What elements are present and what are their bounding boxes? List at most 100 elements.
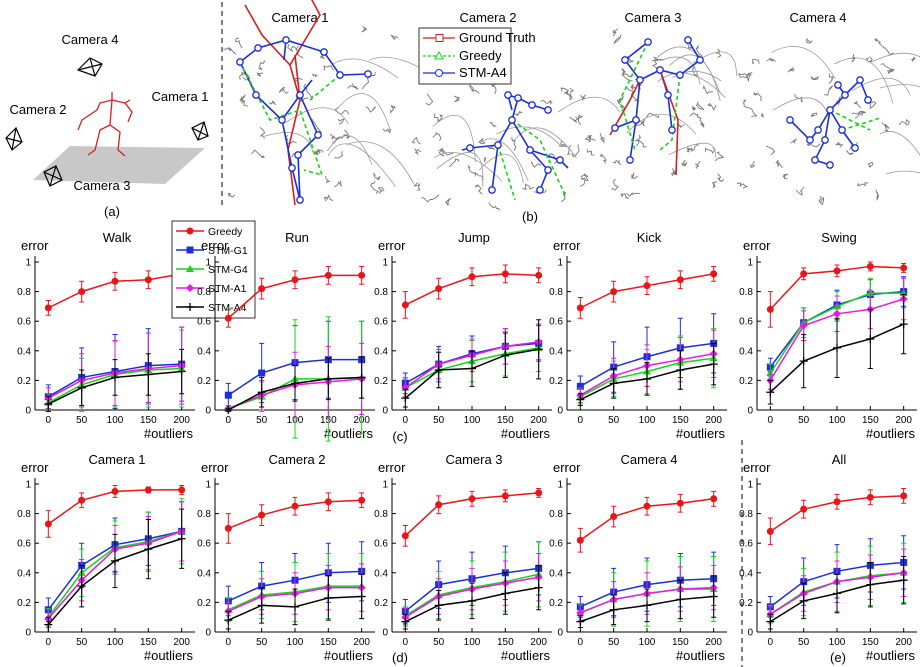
- trajectory: [569, 87, 575, 97]
- x-tick-label: 50: [256, 415, 268, 426]
- data-point: [576, 304, 584, 312]
- joint: [644, 38, 652, 46]
- data-point: [44, 520, 52, 528]
- trajectory: [856, 182, 869, 187]
- data-point: [357, 373, 366, 382]
- trajectory: [259, 126, 266, 139]
- joint: [611, 124, 619, 132]
- data-point: [899, 320, 908, 329]
- illustrations: Camera 4 Camera 2 Camera 1 Camera 3 (a) …: [5, 0, 920, 667]
- joint: [494, 141, 502, 149]
- data-point: [710, 495, 718, 503]
- x-tick-label: 200: [173, 637, 190, 648]
- trajectory: [479, 153, 524, 184]
- trajectory: [852, 77, 911, 96]
- joint: [504, 91, 512, 99]
- trajectory: [513, 127, 577, 159]
- trajectory: [264, 132, 314, 153]
- joint: [296, 196, 304, 204]
- camera-icons: [5, 57, 209, 187]
- trajectory: [571, 144, 580, 158]
- trajectory: [751, 58, 760, 65]
- legend-label: Ground Truth: [459, 30, 536, 45]
- y-tick-label: 0.6: [374, 317, 388, 328]
- data-point: [899, 576, 908, 585]
- data-point: [78, 496, 86, 504]
- trajectory: [711, 180, 718, 188]
- joint: [488, 186, 496, 194]
- data-point: [534, 583, 543, 592]
- trajectory: [659, 56, 701, 85]
- y-tick-label: 0.6: [549, 317, 563, 328]
- trajectory: [390, 105, 396, 114]
- x-tick-label: 50: [76, 415, 88, 426]
- trajectory: [540, 99, 553, 105]
- joint: [514, 94, 522, 102]
- x-axis-label: #outliers: [676, 426, 726, 441]
- trajectory: [749, 160, 756, 169]
- trajectory: [887, 68, 895, 75]
- trajectory: [835, 141, 844, 148]
- data-point: [535, 489, 543, 497]
- chart-title: Jump: [458, 230, 490, 245]
- trajectory: [334, 180, 342, 188]
- y-tick-label: 0.8: [374, 287, 388, 298]
- trajectory: [239, 94, 246, 104]
- joint: [668, 126, 676, 134]
- data-point: [900, 492, 908, 500]
- legend-marker: [435, 34, 444, 42]
- trajectory: [766, 57, 776, 62]
- trajectory: [235, 37, 243, 49]
- trajectory: [303, 83, 314, 99]
- trajectory: [612, 28, 619, 37]
- joint: [864, 96, 872, 104]
- data-point: [501, 270, 509, 278]
- trajectory: [599, 132, 605, 144]
- camera-label: Camera 4: [61, 32, 118, 47]
- y-tick-label: 0.6: [374, 539, 388, 550]
- joint: [556, 156, 564, 164]
- joint: [696, 56, 704, 64]
- legend-label: STM-G1: [208, 245, 248, 257]
- trajectory: [491, 82, 497, 95]
- chart-title: Kick: [637, 230, 662, 245]
- y-tick-label: 0.4: [549, 568, 563, 579]
- legend-marker: [186, 284, 194, 292]
- joint: [621, 56, 629, 64]
- trajectory: [806, 143, 821, 148]
- data-point: [357, 592, 366, 601]
- x-tick-label: 0: [768, 415, 774, 426]
- x-tick-label: 0: [768, 637, 774, 648]
- trajectory: [580, 173, 589, 178]
- x-tick-label: 150: [862, 415, 879, 426]
- trajectory: [324, 175, 331, 184]
- trajectory: [361, 26, 368, 33]
- y-tick-label: 1: [382, 480, 388, 491]
- joint: [636, 76, 644, 84]
- data-point: [144, 370, 153, 379]
- trajectory: [745, 72, 753, 78]
- trajectory: [879, 84, 920, 89]
- data-point: [799, 321, 808, 330]
- x-tick-label: 100: [829, 415, 846, 426]
- x-axis-label: #outliers: [501, 648, 551, 663]
- x-tick-label: 150: [140, 637, 157, 648]
- trajectory: [432, 132, 442, 141]
- joint: [806, 136, 814, 144]
- y-tick-label: 0: [747, 406, 753, 417]
- data-point: [144, 486, 152, 494]
- trajectory: [653, 46, 721, 94]
- trajectory: [475, 183, 483, 195]
- y-tick-label: 0.2: [197, 376, 211, 387]
- y-tick-label: 0.8: [549, 287, 563, 298]
- y-tick-label: 0: [382, 406, 388, 417]
- trajectory: [636, 139, 647, 148]
- data-point: [324, 271, 332, 279]
- trajectory: [445, 197, 451, 207]
- trajectory: [881, 122, 890, 132]
- joint: [838, 126, 846, 134]
- trajectory: [626, 191, 640, 197]
- trajectory: [382, 128, 392, 134]
- trajectory: [346, 141, 415, 185]
- x-tick-label: 100: [639, 637, 656, 648]
